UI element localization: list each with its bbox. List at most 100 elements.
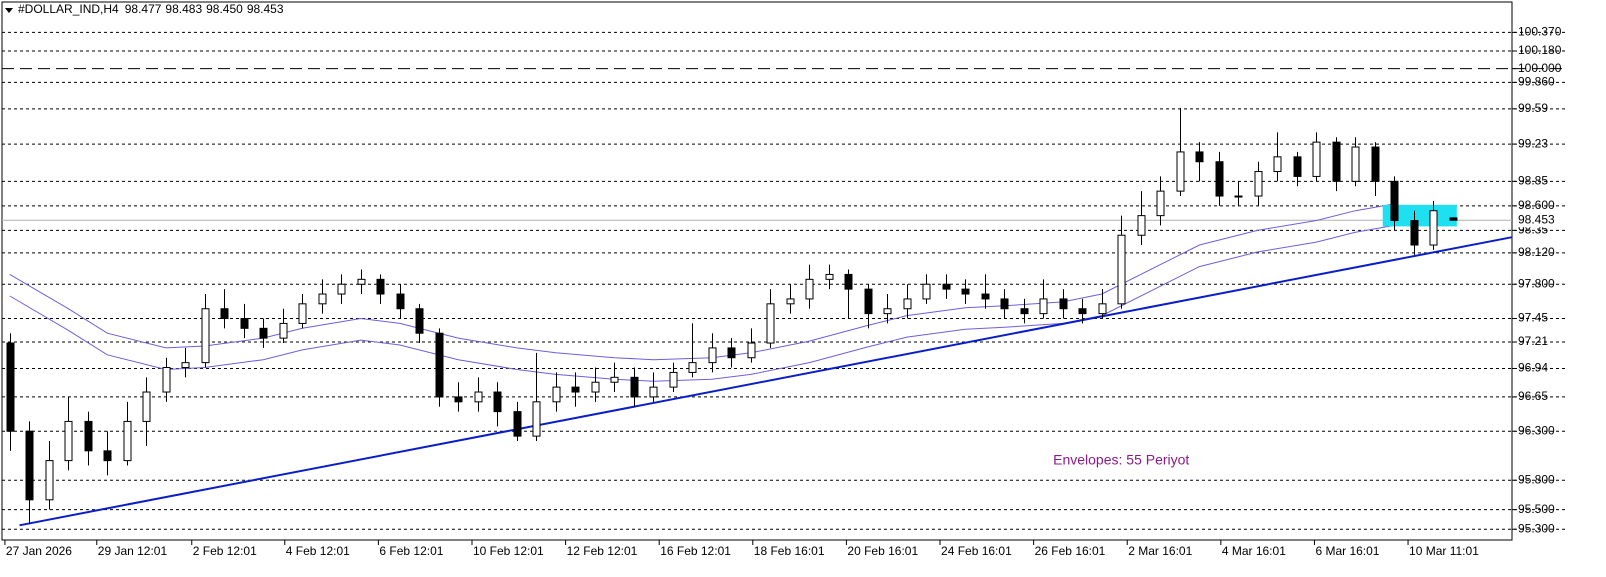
y-tick-label: 95.500 (1518, 502, 1555, 516)
candle-body (103, 450, 112, 462)
candle-body (1332, 141, 1341, 182)
y-tick-label: 97.21 (1518, 334, 1548, 348)
candle-body (1000, 298, 1009, 310)
candle-body (571, 386, 580, 393)
candle-body (357, 278, 366, 285)
candle-body (1078, 308, 1087, 315)
ohlc-value: 98.483 (165, 2, 202, 16)
x-tick-label: 12 Feb 12:01 (567, 544, 638, 558)
candle-body (1215, 161, 1224, 197)
x-tick-label: 6 Feb 12:01 (379, 544, 443, 558)
candle-body (981, 293, 990, 300)
candle-body (825, 273, 834, 280)
candle-body (1449, 217, 1458, 221)
candle-body (1156, 190, 1165, 217)
candle-body (25, 430, 34, 501)
candle-body (123, 420, 132, 462)
candle-body (805, 278, 814, 300)
candle-body (688, 362, 697, 373)
x-tick-label: 10 Mar 11:01 (1409, 544, 1479, 558)
candle-body (162, 367, 171, 393)
y-tick-label: 100.180 (1518, 43, 1562, 57)
candle-body (1273, 156, 1282, 173)
candle-body (45, 460, 54, 501)
x-tick-label: 4 Mar 16:01 (1222, 544, 1286, 558)
candle-body (240, 318, 249, 329)
candle-body (649, 386, 658, 398)
candle-body (6, 342, 15, 432)
candle-body (766, 303, 775, 344)
x-tick-label: 4 Feb 12:01 (286, 544, 350, 558)
candle-body (727, 347, 736, 359)
y-tick-label: 98.120 (1518, 245, 1555, 259)
candle-body (1410, 220, 1419, 246)
x-tick-label: 10 Feb 12:01 (473, 544, 544, 558)
candle-body (1429, 210, 1438, 246)
x-tick-label: 2 Mar 16:01 (1128, 544, 1192, 558)
x-tick-label: 20 Feb 16:01 (847, 544, 918, 558)
y-tick-label: 96.300 (1518, 423, 1555, 437)
candle-body (864, 288, 873, 315)
candle-body (376, 278, 385, 295)
candle-body (1234, 195, 1243, 198)
highlight-rectangle (1382, 204, 1457, 227)
y-tick-label: 96.65 (1518, 389, 1548, 403)
candle-body (493, 391, 502, 413)
trendline (19, 236, 1513, 527)
y-tick-label: 100.370 (1518, 25, 1562, 39)
envelope-lower (9, 224, 1395, 382)
y-tick-label: 99.860 (1518, 75, 1555, 89)
candle-body (64, 420, 73, 462)
x-tick-label: 16 Feb 12:01 (660, 544, 731, 558)
candle-body (279, 322, 288, 339)
candle-body (1293, 156, 1302, 177)
candle-body (84, 420, 93, 452)
x-tick-label: 2 Feb 12:01 (193, 544, 257, 558)
candle-body (1176, 151, 1185, 192)
candle-body (1371, 146, 1380, 182)
collapse-icon[interactable] (5, 8, 13, 13)
candle-body (337, 283, 346, 295)
candle-body (435, 332, 444, 398)
y-tick-label: 99.23 (1518, 136, 1548, 150)
candle-body (1390, 180, 1399, 222)
candle-body (961, 288, 970, 295)
candle-body (318, 293, 327, 305)
y-tick-label: 97.800 (1518, 276, 1555, 290)
y-tick-label: 98.85 (1518, 174, 1548, 188)
y-tick-label: 95.800 (1518, 472, 1555, 486)
candle-body (181, 362, 190, 369)
annotation: Envelopes: 55 Periyot (1053, 451, 1189, 467)
candle-body (630, 376, 639, 398)
x-tick-label: 29 Jan 12:01 (98, 544, 168, 558)
candle-body (747, 342, 756, 359)
x-tick-label: 27 Jan 2026 (6, 544, 72, 558)
y-tick-label: 97.45 (1518, 311, 1548, 325)
candle-body (259, 327, 268, 339)
candle-body (669, 371, 678, 388)
y-tick-label: 100.000 (1518, 61, 1562, 75)
candle-body (922, 283, 931, 300)
candle-body (591, 381, 600, 393)
candle-body (610, 376, 619, 383)
y-tick-label: 99.59 (1518, 101, 1548, 115)
y-tick-label: 95.300 (1518, 521, 1555, 535)
candle-body (1312, 141, 1321, 177)
candle-body (1351, 146, 1360, 182)
candle-body (552, 386, 561, 403)
last-price-label: 98.453 (1518, 212, 1555, 226)
x-tick-label: 18 Feb 16:01 (754, 544, 825, 558)
candle-body (1098, 303, 1107, 315)
candle-body (201, 308, 210, 364)
candle-body (1020, 308, 1029, 315)
x-tick-label: 26 Feb 16:01 (1035, 544, 1106, 558)
candle-body (220, 308, 229, 320)
chart-title: #DOLLAR_IND,H4 (18, 2, 119, 16)
candle-body (298, 303, 307, 324)
candle-body (942, 283, 951, 290)
last-price-bg (1514, 213, 1560, 228)
candle-body (1117, 234, 1126, 305)
x-tick-label: 6 Mar 16:01 (1315, 544, 1379, 558)
candle-body (513, 411, 522, 437)
